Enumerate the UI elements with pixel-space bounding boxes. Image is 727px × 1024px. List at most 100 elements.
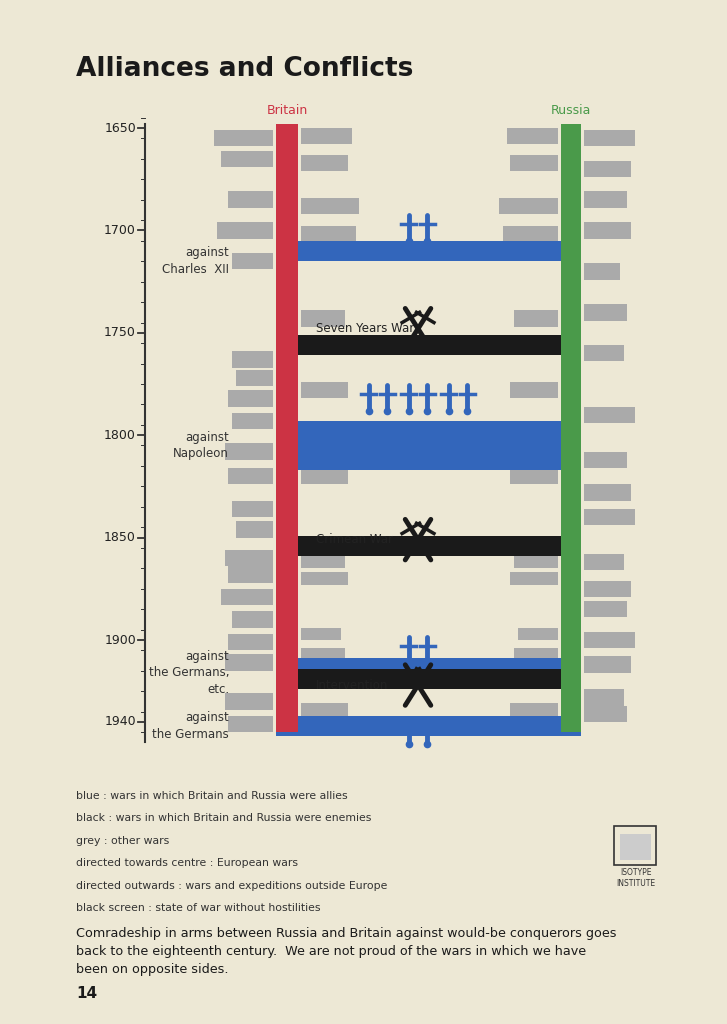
Bar bbox=[301, 572, 348, 585]
Bar bbox=[301, 310, 345, 327]
Bar bbox=[228, 716, 273, 732]
Text: 1850: 1850 bbox=[104, 531, 136, 544]
Bar bbox=[276, 669, 581, 689]
Bar bbox=[514, 310, 558, 327]
Bar bbox=[584, 263, 620, 280]
Bar bbox=[561, 124, 581, 732]
Bar bbox=[221, 151, 273, 167]
Bar bbox=[584, 656, 631, 673]
Bar bbox=[276, 421, 581, 441]
Text: Comradeship in arms between Russia and Britain against would-be conquerors goes
: Comradeship in arms between Russia and B… bbox=[76, 927, 616, 976]
Bar bbox=[225, 654, 273, 671]
Bar bbox=[301, 382, 348, 398]
Bar bbox=[584, 345, 624, 361]
Text: Seven Years War: Seven Years War bbox=[316, 323, 414, 335]
Bar bbox=[301, 155, 348, 171]
Text: against
the Germans,
etc.: against the Germans, etc. bbox=[148, 650, 229, 695]
Bar bbox=[228, 566, 273, 583]
Text: directed towards centre : European wars: directed towards centre : European wars bbox=[76, 858, 298, 868]
Bar bbox=[276, 124, 298, 732]
Bar bbox=[301, 445, 352, 462]
Bar bbox=[228, 390, 273, 407]
Text: black screen : state of war without hostilities: black screen : state of war without host… bbox=[76, 903, 321, 913]
Bar bbox=[232, 611, 273, 628]
Bar bbox=[232, 501, 273, 517]
Bar bbox=[276, 335, 581, 355]
Bar bbox=[301, 226, 356, 243]
Bar bbox=[276, 454, 581, 470]
Bar bbox=[584, 581, 631, 597]
Bar bbox=[510, 703, 558, 716]
Text: 1750: 1750 bbox=[104, 327, 136, 339]
Bar bbox=[584, 191, 627, 208]
Bar bbox=[214, 130, 273, 146]
Bar bbox=[225, 550, 273, 566]
Bar bbox=[584, 304, 627, 321]
Bar bbox=[301, 128, 352, 144]
Bar bbox=[503, 226, 558, 243]
Bar bbox=[499, 198, 558, 214]
Bar bbox=[276, 536, 581, 556]
Text: grey : other wars: grey : other wars bbox=[76, 836, 169, 846]
Bar bbox=[217, 222, 273, 239]
Bar bbox=[225, 443, 273, 460]
Bar bbox=[225, 693, 273, 710]
Bar bbox=[518, 628, 558, 640]
Text: directed outwards : wars and expeditions outside Europe: directed outwards : wars and expeditions… bbox=[76, 881, 387, 891]
Bar bbox=[507, 128, 558, 144]
Text: Crimean War: Crimean War bbox=[316, 534, 393, 546]
Bar bbox=[584, 601, 627, 617]
Bar bbox=[510, 468, 558, 484]
Bar bbox=[584, 452, 627, 468]
Text: blue : wars in which Britain and Russia were allies: blue : wars in which Britain and Russia … bbox=[76, 791, 348, 801]
Text: black : wars in which Britain and Russia were enemies: black : wars in which Britain and Russia… bbox=[76, 813, 371, 823]
Bar bbox=[584, 407, 635, 423]
Text: 1940: 1940 bbox=[104, 716, 136, 728]
Bar bbox=[584, 222, 631, 239]
Text: Britain: Britain bbox=[267, 103, 308, 117]
Bar bbox=[507, 445, 558, 462]
Bar bbox=[276, 241, 581, 261]
Text: 1800: 1800 bbox=[104, 429, 136, 441]
Bar bbox=[276, 716, 581, 736]
Bar bbox=[614, 826, 656, 865]
Text: 1700: 1700 bbox=[104, 224, 136, 237]
Bar bbox=[232, 253, 273, 269]
Text: Russia: Russia bbox=[550, 103, 591, 117]
Bar bbox=[228, 191, 273, 208]
Bar bbox=[584, 161, 631, 177]
Bar bbox=[276, 441, 581, 458]
Bar bbox=[584, 484, 631, 501]
Bar bbox=[276, 658, 581, 679]
Text: against
Napoleon: against Napoleon bbox=[173, 431, 229, 460]
Bar bbox=[584, 130, 635, 146]
Bar bbox=[301, 703, 348, 716]
Bar bbox=[584, 632, 635, 648]
Bar bbox=[584, 554, 624, 570]
Text: Intervention: Intervention bbox=[316, 679, 389, 691]
Bar bbox=[620, 834, 651, 860]
Bar bbox=[301, 628, 341, 640]
Bar bbox=[301, 556, 345, 568]
Bar bbox=[236, 370, 273, 386]
Bar bbox=[232, 351, 273, 368]
Bar bbox=[221, 589, 273, 605]
Bar bbox=[584, 509, 635, 525]
Bar bbox=[584, 706, 627, 722]
Text: 14: 14 bbox=[76, 986, 97, 1001]
Text: ISOTYPE
INSTITUTE: ISOTYPE INSTITUTE bbox=[616, 868, 656, 888]
Text: Alliances and Conflicts: Alliances and Conflicts bbox=[76, 56, 414, 82]
Bar bbox=[228, 634, 273, 650]
Bar bbox=[510, 382, 558, 398]
Bar bbox=[236, 521, 273, 538]
Bar bbox=[514, 556, 558, 568]
Bar bbox=[510, 572, 558, 585]
Text: 1900: 1900 bbox=[104, 634, 136, 646]
Bar bbox=[232, 413, 273, 429]
Bar bbox=[228, 468, 273, 484]
Bar bbox=[514, 648, 558, 660]
Bar bbox=[301, 648, 345, 660]
Bar bbox=[584, 689, 624, 706]
Bar bbox=[510, 155, 558, 171]
Bar bbox=[301, 198, 359, 214]
